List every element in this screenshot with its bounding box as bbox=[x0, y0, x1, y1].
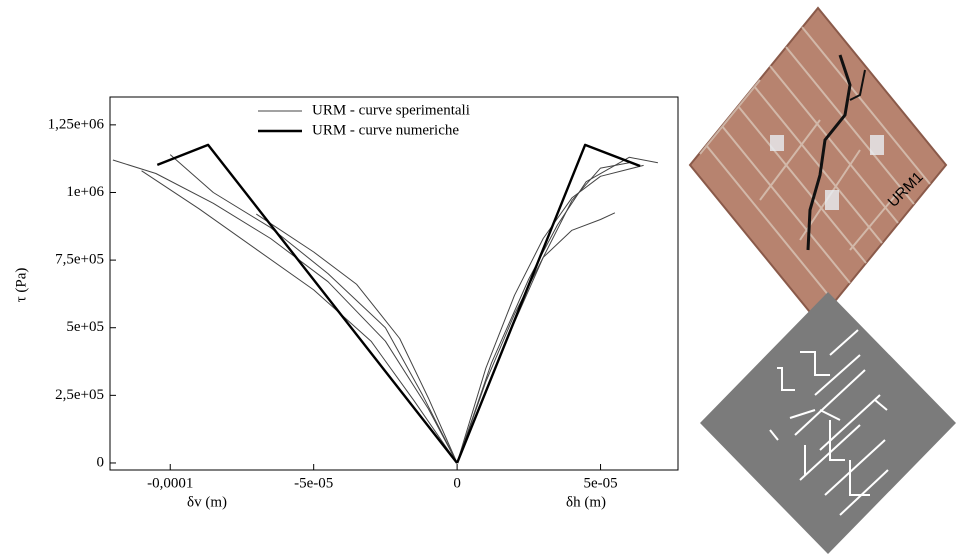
y-tick-label: 2,5e+05 bbox=[55, 387, 104, 403]
y-tick-label: 1,25e+06 bbox=[48, 116, 105, 132]
data-line bbox=[456, 164, 644, 464]
data-line bbox=[169, 154, 458, 464]
y-tick-label: 5e+05 bbox=[66, 319, 104, 335]
data-line bbox=[156, 143, 459, 464]
x-tick-label: 5e-05 bbox=[583, 475, 617, 491]
data-line bbox=[456, 156, 658, 464]
y-tick-label: 0 bbox=[97, 454, 105, 470]
x-axis-label: δh (m) bbox=[566, 494, 606, 510]
crack-model bbox=[700, 292, 956, 554]
data-line bbox=[141, 170, 458, 464]
data-line bbox=[112, 159, 458, 464]
y-axis-label: τ (Pa) bbox=[13, 268, 29, 303]
data-line bbox=[455, 143, 641, 464]
x-tick-label: -5e-05 bbox=[294, 475, 333, 491]
data-line bbox=[456, 212, 616, 464]
x-axis-label: δv (m) bbox=[187, 494, 227, 510]
legend-label: URM - curve numeriche bbox=[312, 122, 459, 138]
data-line bbox=[256, 213, 458, 464]
x-tick-label: -0,0001 bbox=[147, 475, 193, 491]
legend-label: URM - curve sperimentali bbox=[312, 102, 470, 118]
y-tick-label: 7,5e+05 bbox=[55, 252, 104, 268]
data-line bbox=[456, 162, 630, 464]
y-tick-label: 1e+06 bbox=[66, 184, 104, 200]
plot-frame bbox=[109, 96, 679, 471]
specimen-photo: URM1 bbox=[688, 6, 948, 324]
x-tick-label: 0 bbox=[453, 475, 461, 491]
